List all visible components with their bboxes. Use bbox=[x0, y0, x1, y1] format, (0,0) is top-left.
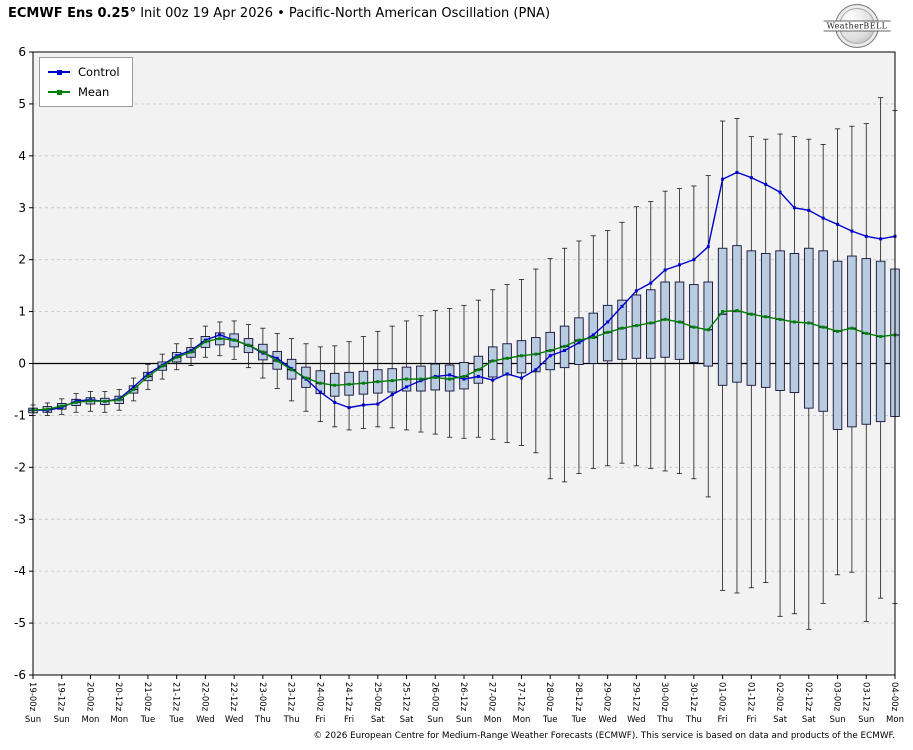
legend-item-mean: Mean bbox=[48, 82, 120, 102]
svg-text:Sat: Sat bbox=[400, 715, 415, 725]
svg-text:26-12z: 26-12z bbox=[458, 682, 468, 712]
svg-text:Mon: Mon bbox=[886, 715, 904, 725]
svg-text:28-00z: 28-00z bbox=[544, 682, 554, 712]
svg-text:Sat: Sat bbox=[371, 715, 386, 725]
svg-text:4: 4 bbox=[18, 149, 26, 163]
svg-text:20-12z: 20-12z bbox=[113, 682, 123, 712]
svg-text:24-12z: 24-12z bbox=[343, 682, 353, 712]
svg-text:Sat: Sat bbox=[773, 715, 788, 725]
svg-text:2: 2 bbox=[18, 253, 26, 267]
svg-text:27-00z: 27-00z bbox=[487, 682, 497, 712]
svg-text:21-12z: 21-12z bbox=[171, 682, 181, 712]
svg-text:Sun: Sun bbox=[456, 715, 472, 725]
svg-text:-6: -6 bbox=[14, 668, 26, 682]
svg-text:Mon: Mon bbox=[110, 715, 128, 725]
svg-text:24-00z: 24-00z bbox=[314, 682, 324, 712]
weatherbell-logo-text: WeatherBELL bbox=[823, 20, 891, 32]
title-product: ECMWF Ens 0.25° bbox=[8, 6, 137, 21]
svg-text:-5: -5 bbox=[14, 616, 26, 630]
svg-text:Sun: Sun bbox=[858, 715, 874, 725]
svg-text:3: 3 bbox=[18, 201, 26, 215]
svg-text:0: 0 bbox=[18, 357, 26, 371]
svg-text:-1: -1 bbox=[14, 408, 26, 422]
svg-text:5: 5 bbox=[18, 97, 26, 111]
page-title: ECMWF Ens 0.25° Init 00z 19 Apr 2026 • P… bbox=[8, 6, 550, 21]
svg-text:20-00z: 20-00z bbox=[84, 682, 94, 712]
svg-text:Wed: Wed bbox=[627, 715, 646, 725]
svg-text:29-00z: 29-00z bbox=[602, 682, 612, 712]
mean-line-swatch-icon bbox=[48, 87, 70, 97]
svg-text:25-00z: 25-00z bbox=[372, 682, 382, 712]
svg-text:Fri: Fri bbox=[315, 715, 325, 725]
control-line-swatch-icon bbox=[48, 67, 70, 77]
svg-text:Sun: Sun bbox=[54, 715, 70, 725]
svg-text:Mon: Mon bbox=[513, 715, 531, 725]
svg-text:-4: -4 bbox=[14, 564, 26, 578]
svg-text:22-00z: 22-00z bbox=[199, 682, 209, 712]
svg-text:29-12z: 29-12z bbox=[630, 682, 640, 712]
svg-text:19-00z: 19-00z bbox=[27, 682, 37, 712]
svg-text:Wed: Wed bbox=[225, 715, 244, 725]
svg-text:30-12z: 30-12z bbox=[688, 682, 698, 712]
svg-text:26-00z: 26-00z bbox=[429, 682, 439, 712]
title-description: Init 00z 19 Apr 2026 • Pacific-North Ame… bbox=[136, 6, 551, 21]
svg-text:Tue: Tue bbox=[542, 715, 558, 725]
svg-text:Mon: Mon bbox=[484, 715, 502, 725]
svg-text:Fri: Fri bbox=[344, 715, 354, 725]
svg-text:1: 1 bbox=[18, 305, 26, 319]
svg-text:Tue: Tue bbox=[168, 715, 184, 725]
svg-text:02-00z: 02-00z bbox=[774, 682, 784, 712]
svg-text:Sat: Sat bbox=[802, 715, 817, 725]
svg-text:30-00z: 30-00z bbox=[659, 682, 669, 712]
svg-text:Sun: Sun bbox=[829, 715, 845, 725]
svg-text:Tue: Tue bbox=[140, 715, 156, 725]
svg-text:Thu: Thu bbox=[685, 715, 702, 725]
svg-text:03-12z: 03-12z bbox=[860, 682, 870, 712]
svg-text:6: 6 bbox=[18, 45, 26, 59]
svg-text:23-12z: 23-12z bbox=[286, 682, 296, 712]
svg-text:28-12z: 28-12z bbox=[573, 682, 583, 712]
copyright-text: © 2026 European Centre for Medium-Range … bbox=[313, 731, 895, 741]
svg-text:02-12z: 02-12z bbox=[803, 682, 813, 712]
svg-text:Sun: Sun bbox=[25, 715, 41, 725]
chart-legend: Control Mean bbox=[39, 57, 133, 107]
svg-text:01-00z: 01-00z bbox=[717, 682, 727, 712]
legend-item-control: Control bbox=[48, 62, 120, 82]
svg-text:Sun: Sun bbox=[427, 715, 443, 725]
svg-text:25-12z: 25-12z bbox=[401, 682, 411, 712]
svg-text:27-12z: 27-12z bbox=[515, 682, 525, 712]
svg-text:Fri: Fri bbox=[718, 715, 728, 725]
svg-text:-3: -3 bbox=[14, 512, 26, 526]
legend-label-control: Control bbox=[78, 65, 120, 79]
svg-text:04-00z: 04-00z bbox=[889, 682, 899, 712]
svg-text:Thu: Thu bbox=[254, 715, 271, 725]
svg-text:Thu: Thu bbox=[656, 715, 673, 725]
svg-text:03-00z: 03-00z bbox=[832, 682, 842, 712]
svg-text:Wed: Wed bbox=[598, 715, 617, 725]
svg-text:Thu: Thu bbox=[283, 715, 300, 725]
svg-text:Mon: Mon bbox=[82, 715, 100, 725]
svg-text:01-12z: 01-12z bbox=[745, 682, 755, 712]
svg-text:21-00z: 21-00z bbox=[142, 682, 152, 712]
weatherbell-logo: WeatherBELL bbox=[817, 3, 897, 49]
svg-text:23-00z: 23-00z bbox=[257, 682, 267, 712]
svg-text:22-12z: 22-12z bbox=[228, 682, 238, 712]
svg-text:-2: -2 bbox=[14, 460, 26, 474]
legend-label-mean: Mean bbox=[78, 85, 110, 99]
svg-text:Fri: Fri bbox=[746, 715, 756, 725]
svg-text:Tue: Tue bbox=[571, 715, 587, 725]
svg-text:Wed: Wed bbox=[196, 715, 215, 725]
svg-text:19-12z: 19-12z bbox=[56, 682, 66, 712]
